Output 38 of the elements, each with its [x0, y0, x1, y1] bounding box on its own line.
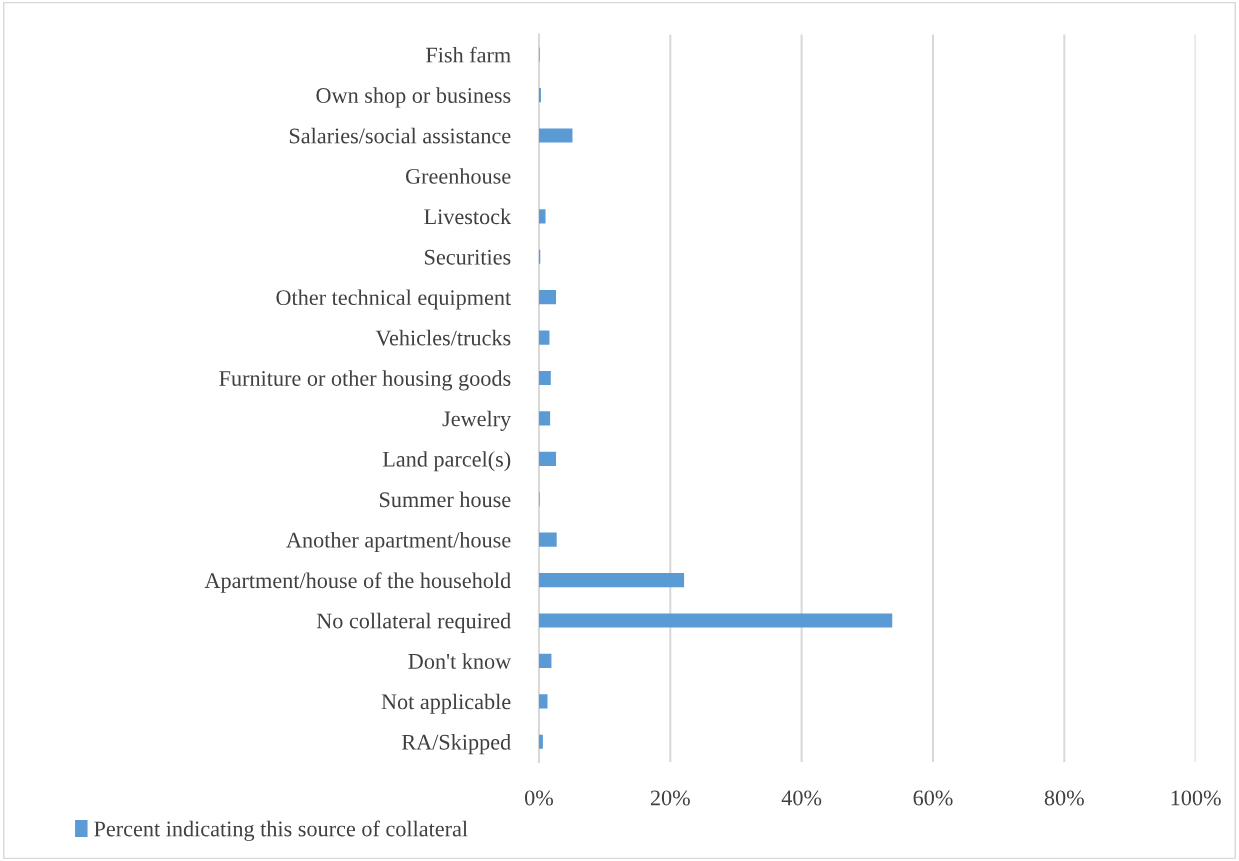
x-tick-label: 60% [913, 790, 953, 806]
y-tick-label: Vehicles/trucks [375, 329, 511, 346]
bar [538, 209, 546, 224]
bar [538, 694, 548, 709]
y-tick-label: Securities [425, 249, 511, 265]
y-tick-label: Another apartment/house [286, 531, 511, 553]
legend-label: Percent indicating this source of collateral [94, 820, 468, 841]
bar [538, 290, 557, 305]
bar [538, 370, 551, 386]
x-tick-label: 100% [1171, 790, 1221, 806]
y-tick-label: Summer house [379, 491, 511, 508]
bar [538, 613, 893, 628]
bar [538, 128, 573, 143]
bar [538, 573, 685, 588]
bar [538, 330, 550, 345]
y-tick-label: RA/Skipped [401, 734, 511, 755]
y-tick-label: Not applicable [381, 693, 511, 714]
x-tick-label: 80% [1044, 790, 1084, 806]
x-tick-label: 0% [525, 790, 554, 806]
bar [538, 734, 543, 749]
y-tick-label: Land parcel(s) [382, 451, 511, 472]
y-tick-label: Fish farm [426, 46, 511, 63]
bar [538, 451, 557, 466]
y-tick-label: Livestock [424, 208, 512, 225]
y-tick-label: Salaries/social assistance [289, 127, 511, 144]
y-tick-label: No collateral required [316, 612, 511, 633]
y-tick-label: Other technical equipment [276, 289, 512, 310]
y-tick-label: Apartment/house of the household [204, 572, 511, 593]
y-tick-label: Own shop or business [316, 87, 511, 108]
bar [538, 532, 557, 547]
y-tick-label: Greenhouse [405, 168, 511, 184]
x-tick-label: 40% [781, 790, 822, 806]
x-tick-label: 20% [650, 790, 690, 806]
y-tick-label: Furniture or other housing goods [219, 370, 511, 391]
y-tick-label: Don't know [408, 653, 512, 669]
bar [538, 411, 551, 426]
bar [538, 653, 552, 669]
y-tick-label: Jewelry [442, 410, 512, 431]
